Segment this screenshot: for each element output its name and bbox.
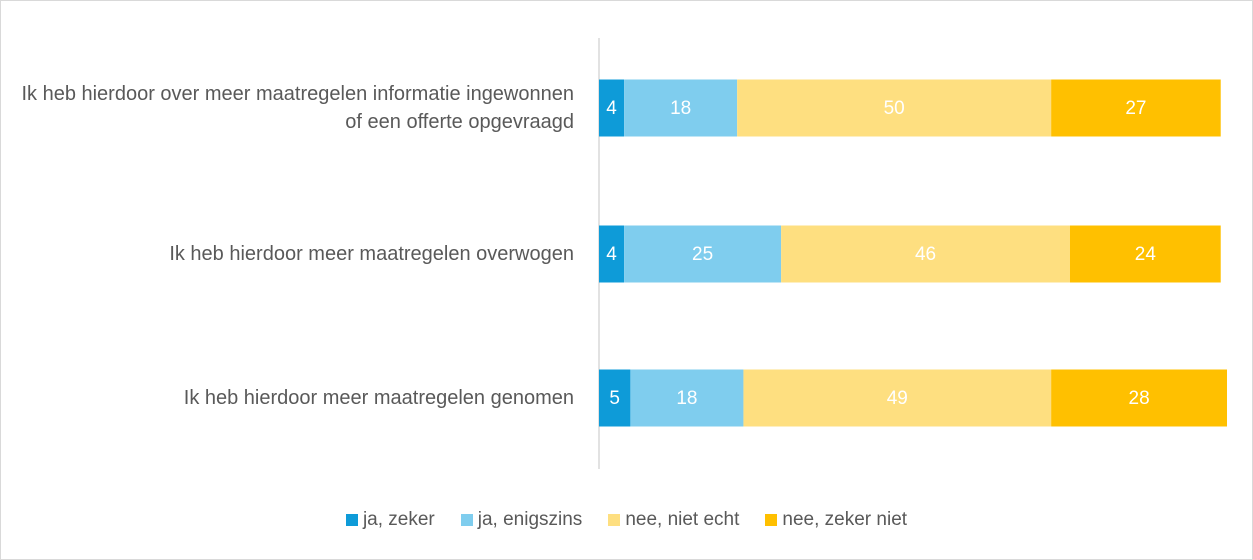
bar-segment [599, 369, 631, 427]
value-label: 25 [692, 244, 713, 265]
bar-segment [630, 369, 744, 427]
legend-label: nee, niet echt [625, 509, 740, 530]
value-label: 4 [606, 244, 617, 265]
value-label: 28 [1129, 388, 1150, 409]
bar-segment [743, 369, 1052, 427]
bar-segment [1051, 369, 1227, 427]
legend-label: ja, enigszins [477, 509, 583, 530]
bar-segment [599, 79, 625, 137]
bar-segment [781, 225, 1070, 283]
bar-segment [599, 225, 625, 283]
bar-segment [1070, 225, 1221, 283]
category-label: Ik heb hierdoor over meer maatregelen in… [21, 83, 574, 133]
legend: ja, zeker ja, enigszins nee, niet echt nee,… [1, 509, 1252, 531]
bar-segment [624, 79, 738, 137]
value-label: 5 [609, 388, 620, 409]
legend-item: ja, enigszins [460, 509, 583, 531]
legend-swatch [345, 514, 358, 526]
value-label: 24 [1135, 244, 1157, 265]
value-label: 4 [606, 98, 617, 119]
bar-segment [1051, 79, 1221, 137]
bar-segment [624, 225, 782, 283]
legend-swatch [460, 514, 473, 526]
legend-item: nee, zeker niet [765, 509, 907, 531]
bar-segment [737, 79, 1052, 137]
value-label: 49 [887, 388, 908, 409]
legend-swatch [608, 514, 621, 526]
category-label: Ik heb hierdoor meer maatregelen genomen [183, 387, 574, 409]
legend-swatch [765, 514, 778, 526]
legend-item: ja, zeker [345, 509, 435, 531]
value-label: 18 [670, 98, 691, 119]
value-label: 50 [884, 98, 905, 119]
legend-label: nee, zeker niet [782, 509, 908, 530]
category-label: Ik heb hierdoor meer maatregelen overwog… [169, 243, 574, 265]
value-label: 18 [676, 388, 697, 409]
value-label: 46 [915, 244, 936, 265]
legend-label: ja, zeker [362, 509, 435, 530]
legend-item: nee, niet echt [608, 509, 739, 531]
value-label: 27 [1125, 98, 1146, 119]
